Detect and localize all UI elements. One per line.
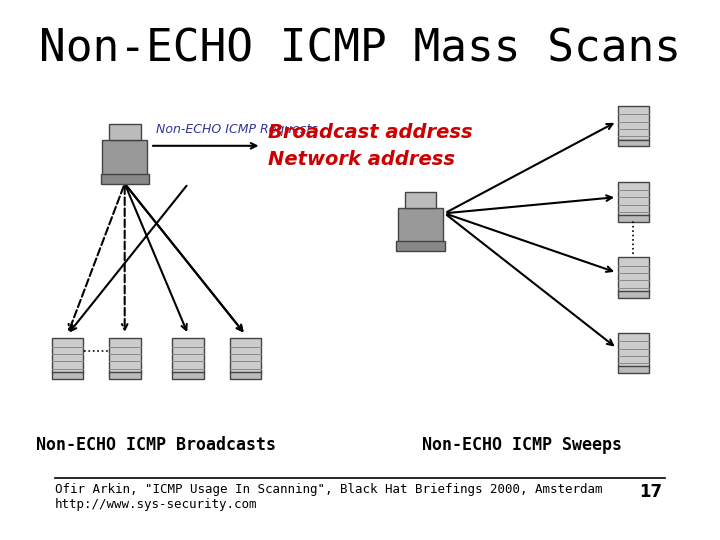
- FancyBboxPatch shape: [618, 106, 649, 140]
- Text: Broadcast address: Broadcast address: [268, 123, 472, 142]
- FancyBboxPatch shape: [618, 366, 649, 373]
- FancyBboxPatch shape: [172, 372, 204, 379]
- FancyBboxPatch shape: [172, 338, 204, 373]
- FancyBboxPatch shape: [109, 338, 140, 373]
- Text: Non-ECHO ICMP Sweeps: Non-ECHO ICMP Sweeps: [422, 436, 622, 455]
- Text: Non-ECHO ICMP Requests: Non-ECHO ICMP Requests: [156, 123, 318, 136]
- FancyBboxPatch shape: [109, 124, 140, 140]
- Text: Non-ECHO ICMP Broadcasts: Non-ECHO ICMP Broadcasts: [37, 436, 276, 455]
- Text: 17: 17: [639, 483, 662, 501]
- FancyBboxPatch shape: [52, 372, 84, 379]
- FancyBboxPatch shape: [396, 241, 444, 251]
- FancyBboxPatch shape: [230, 338, 261, 373]
- FancyBboxPatch shape: [102, 140, 147, 176]
- Text: Network address: Network address: [268, 150, 455, 169]
- FancyBboxPatch shape: [618, 291, 649, 298]
- FancyBboxPatch shape: [398, 208, 443, 243]
- Text: Non-ECHO ICMP Mass Scans: Non-ECHO ICMP Mass Scans: [39, 27, 681, 70]
- FancyBboxPatch shape: [618, 215, 649, 222]
- FancyBboxPatch shape: [405, 192, 436, 208]
- FancyBboxPatch shape: [101, 174, 149, 184]
- FancyBboxPatch shape: [230, 372, 261, 379]
- FancyBboxPatch shape: [618, 139, 649, 146]
- FancyBboxPatch shape: [618, 333, 649, 367]
- FancyBboxPatch shape: [52, 338, 84, 373]
- FancyBboxPatch shape: [109, 372, 140, 379]
- Text: Ofir Arkin, "ICMP Usage In Scanning", Black Hat Briefings 2000, Amsterdam
http:/: Ofir Arkin, "ICMP Usage In Scanning", Bl…: [55, 483, 602, 511]
- FancyBboxPatch shape: [618, 257, 649, 292]
- FancyBboxPatch shape: [618, 181, 649, 216]
